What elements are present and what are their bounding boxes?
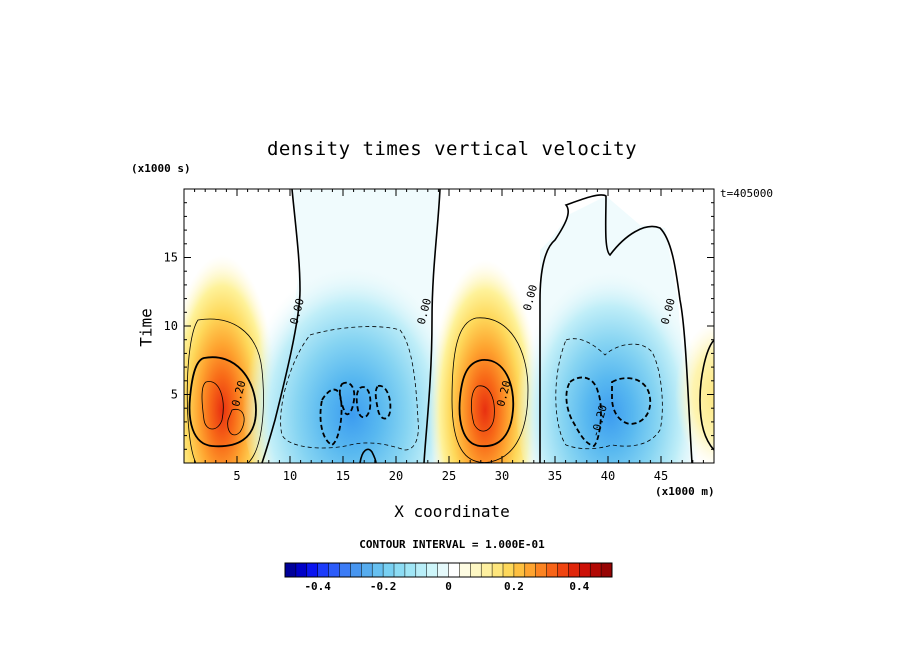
cell-negative-2 [515, 255, 705, 463]
colorbar-swatch [524, 563, 536, 577]
colorbar-swatch [404, 563, 417, 577]
x-tick-label: 20 [389, 469, 403, 483]
colorbar-swatch [350, 563, 362, 577]
y-tick-label: 15 [164, 251, 178, 265]
colorbar-swatch [492, 563, 504, 577]
colorbar-swatch [328, 563, 340, 577]
colorbar: -0.4 -0.2 0 0.2 0.4 [284, 562, 613, 593]
colorbar-swatch [437, 563, 449, 577]
x-tick-label: 10 [283, 469, 297, 483]
y-unit-label: (x1000 s) [131, 162, 191, 175]
colorbar-swatch [426, 563, 438, 577]
colorbar-swatch [317, 563, 329, 577]
colorbar-tick-label: 0.4 [569, 580, 589, 593]
time-stamp: t=405000 [720, 187, 773, 200]
colorbar-swatch [372, 563, 384, 577]
x-tick-label: 25 [442, 469, 456, 483]
colorbar-swatch [361, 563, 373, 577]
y-tick-label: 10 [164, 319, 178, 333]
colorbar-swatch [470, 563, 482, 577]
colorbar-swatch [535, 563, 547, 577]
colorbar-swatch [546, 563, 558, 577]
y-tick-label: 5 [171, 388, 178, 402]
heatmap-field [184, 189, 714, 463]
zero-contours [261, 189, 714, 463]
colorbar-swatch [481, 563, 493, 577]
chart-title: density times vertical velocity [266, 138, 638, 160]
colorbar-swatch [459, 563, 471, 577]
colorbar-swatch [448, 563, 460, 577]
colorbar-swatch [383, 563, 395, 577]
cell-negative-1 [242, 250, 462, 463]
colorbar-frame [284, 562, 613, 578]
colorbar-tick-label: 0.2 [504, 580, 524, 593]
colorbar-swatch [394, 563, 406, 577]
colorbar-swatch [285, 563, 297, 577]
colorbar-tick-label: -0.2 [370, 580, 397, 593]
colorbar-swatch [568, 563, 580, 577]
axis-ticks: 5 10 15 20 25 30 35 40 45 5 10 15 [164, 189, 714, 483]
x-tick-label: 5 [233, 469, 240, 483]
colorbar-swatch [601, 563, 613, 577]
x-tick-label: 45 [654, 469, 668, 483]
x-unit-label: (x1000 m) [655, 485, 715, 498]
colorbar-swatch [513, 563, 526, 577]
cell-positive-3 [675, 320, 714, 463]
colorbar-swatch [579, 563, 591, 577]
colorbar-swatch [339, 563, 351, 577]
colorbar-swatch [503, 563, 515, 577]
colorbar-swatch [590, 563, 602, 577]
x-axis-label: X coordinate [394, 502, 510, 521]
x-tick-label: 15 [336, 469, 350, 483]
colorbar-tick-label: 0 [445, 580, 452, 593]
colorbar-swatch [557, 563, 569, 577]
x-tick-label: 35 [548, 469, 562, 483]
colorbar-tick-label: -0.4 [304, 580, 331, 593]
colorbar-swatch [295, 563, 308, 577]
x-tick-label: 30 [495, 469, 509, 483]
contour-interval-label: CONTOUR INTERVAL = 1.000E-01 [359, 538, 545, 551]
colorbar-swatch [415, 563, 427, 577]
colorbar-swatch [306, 563, 318, 577]
x-tick-label: 40 [601, 469, 615, 483]
y-axis-label: Time [136, 308, 156, 347]
